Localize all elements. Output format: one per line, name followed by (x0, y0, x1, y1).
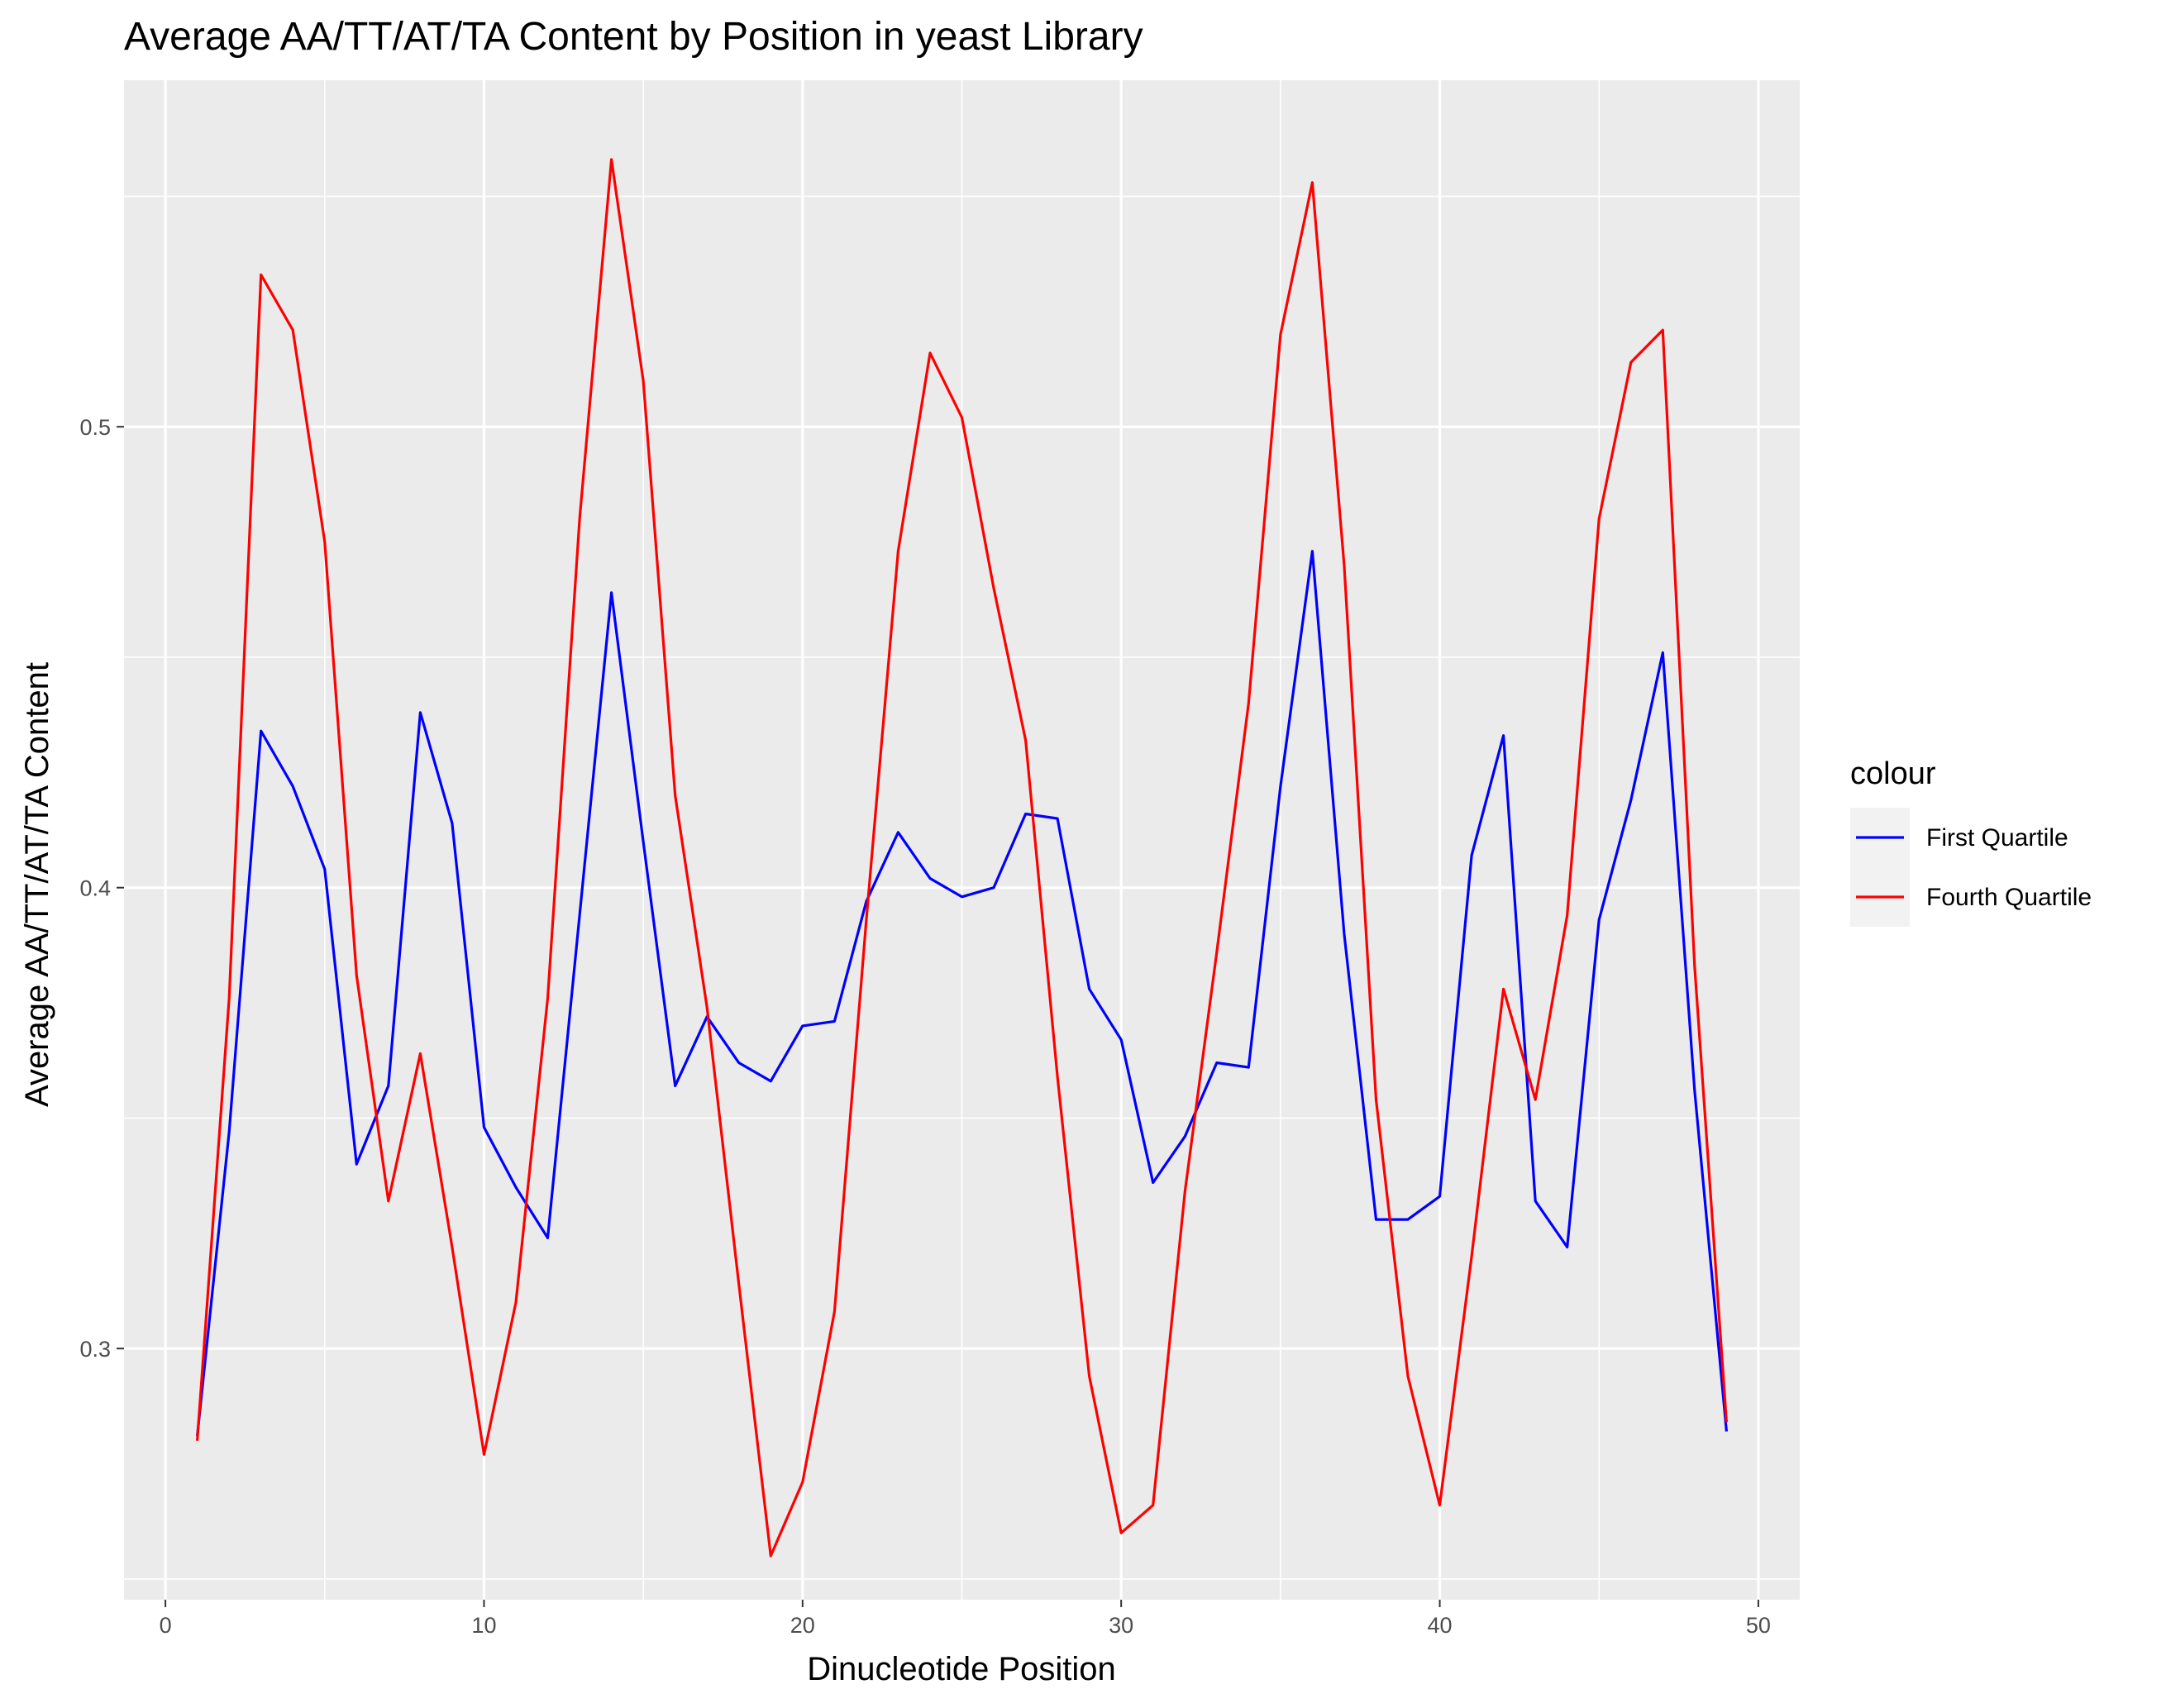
x-tick-labels: 0 10 20 30 40 50 (160, 1613, 1771, 1638)
x-tick-label: 0 (160, 1613, 172, 1638)
x-tick-label: 30 (1109, 1613, 1133, 1638)
legend-label: Fourth Quartile (1926, 884, 2092, 911)
x-axis-title: Dinucleotide Position (807, 1651, 1116, 1687)
y-axis-title: Average AA/TT/AT/TA Content (19, 662, 55, 1107)
chart-title: Average AA/TT/AT/TA Content by Position … (124, 15, 1143, 59)
legend: colour First Quartile Fourth Quartile (1850, 756, 2092, 927)
series-line-2 (196, 158, 1728, 1558)
x-tick-label: 40 (1428, 1613, 1453, 1638)
x-tick-label: 10 (471, 1613, 496, 1638)
axis-ticks (117, 426, 1759, 1607)
y-tick-label: 0.3 (79, 1337, 111, 1362)
legend-title: colour (1850, 756, 1936, 791)
y-tick-label: 0.5 (79, 415, 111, 440)
x-tick-label: 20 (790, 1613, 815, 1638)
series-lines (196, 158, 1728, 1558)
y-tick-labels: 0.3 0.4 0.5 (79, 415, 111, 1362)
minor-gridlines (124, 80, 1800, 1600)
major-gridlines (124, 80, 1800, 1600)
x-tick-label: 50 (1746, 1613, 1771, 1638)
legend-label: First Quartile (1926, 824, 2068, 852)
series-line-1 (196, 550, 1728, 1437)
y-tick-label: 0.4 (79, 876, 111, 901)
